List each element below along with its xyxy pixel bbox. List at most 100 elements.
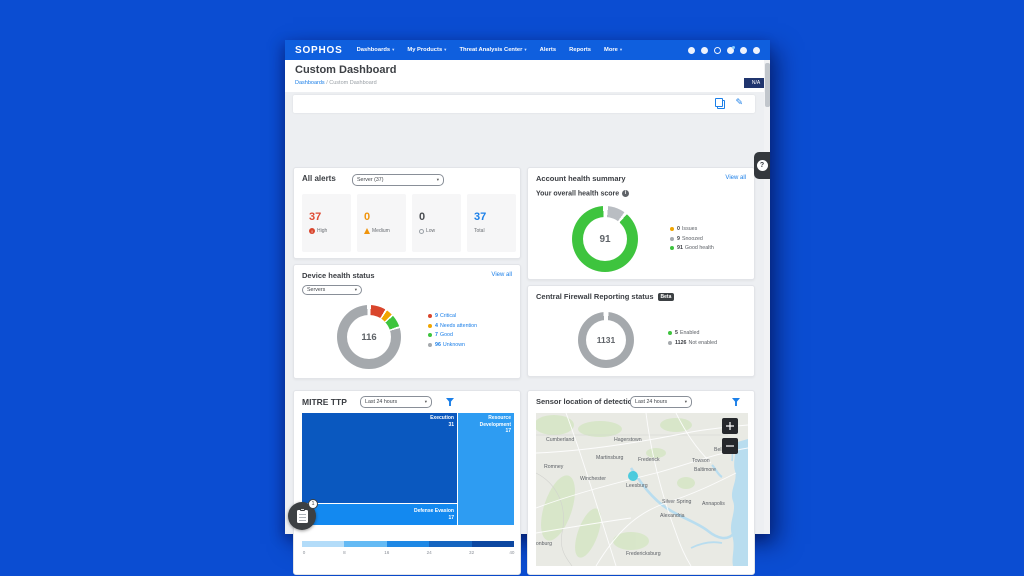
- breadcrumb-current: Custom Dashboard: [329, 80, 377, 86]
- help-side-tab[interactable]: ?: [754, 152, 770, 179]
- snoozed-dot: [670, 236, 674, 241]
- svg-text:Silver Spring: Silver Spring: [662, 499, 692, 505]
- filter-funnel-icon[interactable]: [732, 398, 740, 406]
- medium-severity-icon: [364, 228, 370, 234]
- not-enabled-dot: [668, 340, 672, 345]
- alerts-high-card[interactable]: 37 ! High: [302, 194, 351, 252]
- svg-text:Bel Air: Bel Air: [714, 447, 729, 453]
- sensor-location-marker[interactable]: [628, 471, 638, 481]
- nav-item-my-products[interactable]: My Products ▾: [407, 47, 447, 53]
- nav-item-dashboards[interactable]: Dashboards ▾: [356, 47, 395, 53]
- firewall-reporting-panel: Central Firewall Reporting status Beta 11…: [527, 285, 755, 377]
- treemap-defense-evasion-block[interactable]: Defense Evasion 17: [302, 504, 457, 525]
- notifications-bell-icon[interactable]: [727, 45, 735, 54]
- chevron-down-icon: ▾: [436, 177, 439, 182]
- device-health-title: Device health status: [302, 271, 375, 280]
- svg-text:Harrisonburg: Harrisonburg: [536, 541, 552, 547]
- clipboard-icon: [296, 508, 308, 523]
- scrollbar-thumb[interactable]: [764, 63, 770, 107]
- issues-dot: [670, 227, 674, 231]
- help-icon[interactable]: [740, 46, 747, 54]
- mitre-time-range-select[interactable]: Last 24 hours ▾: [360, 396, 432, 408]
- chesapeake-bay: [730, 439, 748, 566]
- svg-text:Frederick: Frederick: [638, 457, 660, 463]
- tasks-floating-button[interactable]: 1: [288, 499, 318, 530]
- device-health-legend: 9 Critical 4 Needs attention 7 Good 96 Unkno…: [428, 313, 477, 348]
- breadcrumb-dashboards-link[interactable]: Dashboards: [295, 80, 325, 86]
- page-title: Custom Dashboard: [295, 64, 397, 76]
- nav-item-reports[interactable]: Reports: [569, 47, 591, 53]
- mitre-title: MITRE TTP: [302, 397, 347, 407]
- firewall-title: Central Firewall Reporting status Beta: [536, 292, 675, 302]
- scale-tick-labels: 0 8 16 24 32 40: [302, 550, 515, 555]
- sensor-location-panel: Sensor location of detection Last 24 hou…: [527, 390, 755, 575]
- mitre-ttp-panel: MITRE TTP Last 24 hours ▾ Execution 31 Res…: [293, 390, 521, 575]
- svg-text:Hagerstown: Hagerstown: [614, 437, 642, 443]
- alerts-scope-select[interactable]: Server (37) ▾: [352, 174, 444, 186]
- sensor-time-range-select[interactable]: Last 24 hours ▾: [630, 396, 692, 408]
- svg-text:Annapolis: Annapolis: [702, 501, 725, 507]
- chevron-down-icon: ▾: [684, 399, 687, 404]
- alerts-total-card[interactable]: 37 Total: [467, 194, 516, 252]
- alerts-medium-card[interactable]: 0 Medium: [357, 194, 406, 252]
- question-mark-icon: ?: [756, 160, 768, 171]
- breadcrumb-separator: /: [326, 80, 328, 86]
- filter-funnel-icon[interactable]: [446, 398, 454, 406]
- enabled-dot: [668, 331, 672, 335]
- device-health-donut-chart: 116: [337, 305, 401, 369]
- device-health-view-all-link[interactable]: View all: [491, 272, 512, 278]
- critical-link[interactable]: 9 Critical: [428, 313, 477, 320]
- critical-dot: [428, 314, 432, 318]
- window-scrollbar: [764, 60, 770, 534]
- svg-text:Towson: Towson: [692, 458, 710, 464]
- alerts-low-card[interactable]: 0 Low: [412, 194, 461, 252]
- svg-text:Leesburg: Leesburg: [626, 483, 648, 489]
- good-link[interactable]: 7 Good: [428, 332, 477, 339]
- edit-pencil-icon[interactable]: ✎: [735, 97, 743, 107]
- treemap-color-scale: [302, 541, 515, 547]
- svg-text:Alexandria: Alexandria: [660, 513, 685, 519]
- copy-icon[interactable]: [715, 98, 725, 109]
- mitre-treemap: Execution 31 Resource Development 17 Defen…: [302, 413, 514, 525]
- firewall-legend: 5 Enabled 1126 Not enabled: [668, 330, 717, 346]
- firewall-total-value: 1131: [596, 335, 616, 345]
- sensor-map[interactable]: Cumberland Hagerstown Bel Air Martinsbur…: [536, 413, 748, 566]
- account-health-title: Account health summary: [536, 174, 626, 183]
- nav-icon-group: [688, 40, 760, 60]
- nav-item-alerts[interactable]: Alerts: [539, 47, 557, 53]
- map-zoom-controls: [722, 418, 738, 454]
- settings-gear-icon[interactable]: [701, 46, 708, 54]
- health-score-value: 91: [599, 233, 611, 245]
- account-health-view-all-link[interactable]: View all: [725, 175, 746, 181]
- chevron-down-icon: ▾: [392, 47, 395, 52]
- all-alerts-panel: All alerts Server (37) ▾ 37 ! High 0 Mediu…: [293, 167, 521, 259]
- chevron-down-icon: ▾: [424, 399, 427, 404]
- all-alerts-title: All alerts: [302, 174, 336, 183]
- firewall-donut-chart: 1131: [578, 312, 634, 368]
- unknown-dot: [428, 342, 432, 347]
- svg-text:Baltimore: Baltimore: [694, 467, 716, 473]
- treemap-resource-development-block[interactable]: Resource Development 17: [458, 413, 514, 525]
- nav-item-threat-analysis-center[interactable]: Threat Analysis Center ▾: [459, 47, 527, 53]
- fab-count-badge: 1: [308, 499, 318, 509]
- unknown-link[interactable]: 96 Unknown: [428, 342, 477, 349]
- chevron-down-icon: ▾: [444, 47, 447, 52]
- good-health-dot: [670, 246, 674, 251]
- info-icon[interactable]: i: [622, 190, 630, 197]
- device-health-panel: Device health status View all Servers ▾ 1…: [293, 264, 521, 379]
- svg-text:Romney: Romney: [544, 464, 564, 470]
- app-window: SOPHOS Dashboards ▾ My Products ▾ Threat A…: [285, 40, 770, 575]
- globe-icon[interactable]: [714, 46, 721, 54]
- treemap-execution-block[interactable]: Execution 31: [302, 413, 457, 503]
- chevron-down-icon: ▾: [619, 47, 623, 52]
- device-total-value: 116: [361, 331, 377, 343]
- nav-item-more[interactable]: More ▾: [603, 47, 623, 53]
- map-canvas: Cumberland Hagerstown Bel Air Martinsbur…: [536, 413, 748, 566]
- device-type-select[interactable]: Servers ▾: [302, 285, 362, 295]
- apps-icon[interactable]: [688, 46, 695, 54]
- sophos-logo[interactable]: SOPHOS: [295, 44, 343, 56]
- svg-text:Cumberland: Cumberland: [546, 437, 574, 443]
- account-icon[interactable]: [753, 46, 760, 54]
- needs-attention-link[interactable]: 4 Needs attention: [428, 323, 477, 330]
- page-header: Custom Dashboard Dashboards / Custom Das…: [285, 60, 770, 92]
